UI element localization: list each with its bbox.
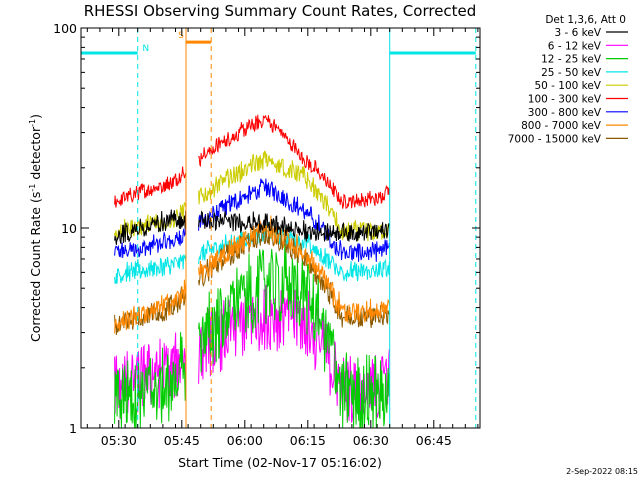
series-line-6-seg-1 [114,166,187,208]
x-axis: 05:30 05:45 06:00 06:15 06:30 06:45 [86,28,479,448]
saa-label-1: S [178,31,184,41]
y-tick-label-3: 100 [53,21,77,36]
legend-label-9: 7000 - 15000 keV [508,133,602,145]
series-line-6-seg-2 [198,114,390,209]
legend-label-5: 50 - 100 keV [534,80,601,92]
legend-label-7: 300 - 800 keV [528,107,602,119]
night-label-1: N [142,44,149,54]
legend-label-3: 12 - 25 keV [541,54,602,66]
legend-label-4: 25 - 50 keV [541,67,602,79]
series-line-3-seg-2 [198,244,390,429]
legend-title: Det 1,3,6, Att 0 [545,14,626,26]
legend-label-2: 6 - 12 keV [548,40,602,52]
generation-timestamp: 2-Sep-2022 08:15 [566,467,638,476]
y-tick-label-2: 10 [61,221,77,236]
x-tick-label-3: 06:00 [227,433,263,448]
series-line-1-seg-1 [114,209,187,245]
y-axis-label: Corrected Count Rate (s-1 detector-1) [28,114,43,342]
x-axis-label: Start Time (02-Nov-17 05:16:02) [178,455,382,470]
y-axis: 1 10 100 [53,21,480,436]
legend-label-6: 100 - 300 keV [528,94,602,106]
series-line-4-seg-1 [114,254,187,285]
series-line-8-seg-1 [114,279,187,334]
legend-label-8: 800 - 7000 keV [521,120,602,132]
legend-label-1: 3 - 6 keV [554,27,601,39]
series-line-7-seg-1 [114,227,187,259]
series-line-5-seg-2 [198,150,390,242]
y-tick-label-1: 1 [69,421,77,436]
chart-title: RHESSI Observing Summary Count Rates, Co… [84,2,477,20]
x-tick-label-4: 06:15 [290,433,326,448]
series-line-7-seg-2 [198,178,390,262]
series-line-3-seg-1 [114,332,187,429]
plot-area [114,114,390,429]
x-tick-label-6: 06:45 [416,433,452,448]
series-line-1-seg-2 [198,210,390,242]
x-tick-label-5: 06:30 [353,433,389,448]
x-tick-label-1: 05:30 [101,433,137,448]
x-tick-label-2: 05:45 [164,433,200,448]
series-line-8-seg-2 [198,215,390,324]
